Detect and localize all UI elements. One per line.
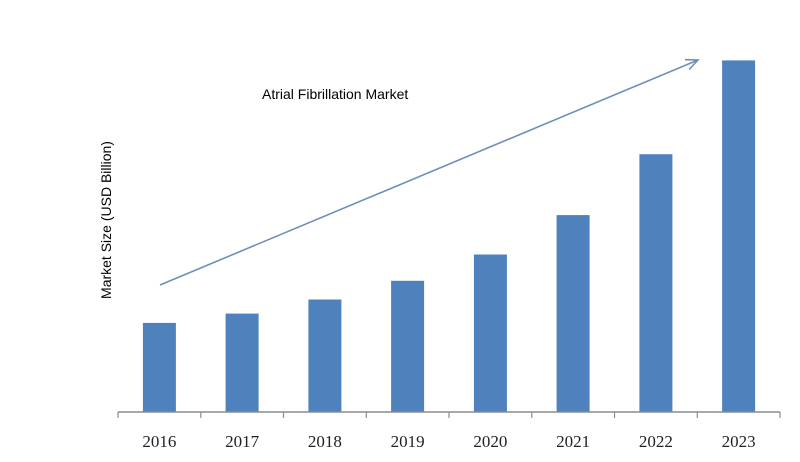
bar-2019 [391,280,425,413]
bar-2017 [225,313,259,412]
bar-2021 [556,215,590,412]
bar-2020 [473,254,507,412]
chart-title: Atrial Fibrillation Market [262,86,408,102]
x-tick-labels: 2016 2017 2018 2019 2020 2021 2022 2023 [142,432,755,451]
x-tick-label: 2016 [142,432,176,451]
x-tick-label: 2020 [473,432,507,451]
x-tick-label: 2018 [308,432,342,451]
x-tick-label: 2017 [225,432,260,451]
bar-2023 [722,60,756,413]
trend-arrow-head [684,58,700,71]
trend-arrow [159,58,700,286]
bar-2022 [639,154,673,412]
x-tick-label: 2022 [639,432,673,451]
x-tick-label: 2019 [391,432,425,451]
bars-group [142,60,756,413]
trend-arrow-line [159,59,699,286]
x-axis [117,411,781,418]
y-axis-label: Market Size (USD Billion) [98,141,114,299]
bar-2016 [142,322,176,412]
bar-2018 [308,299,342,412]
x-tick-label: 2023 [722,432,756,451]
x-tick-label: 2021 [556,432,590,451]
